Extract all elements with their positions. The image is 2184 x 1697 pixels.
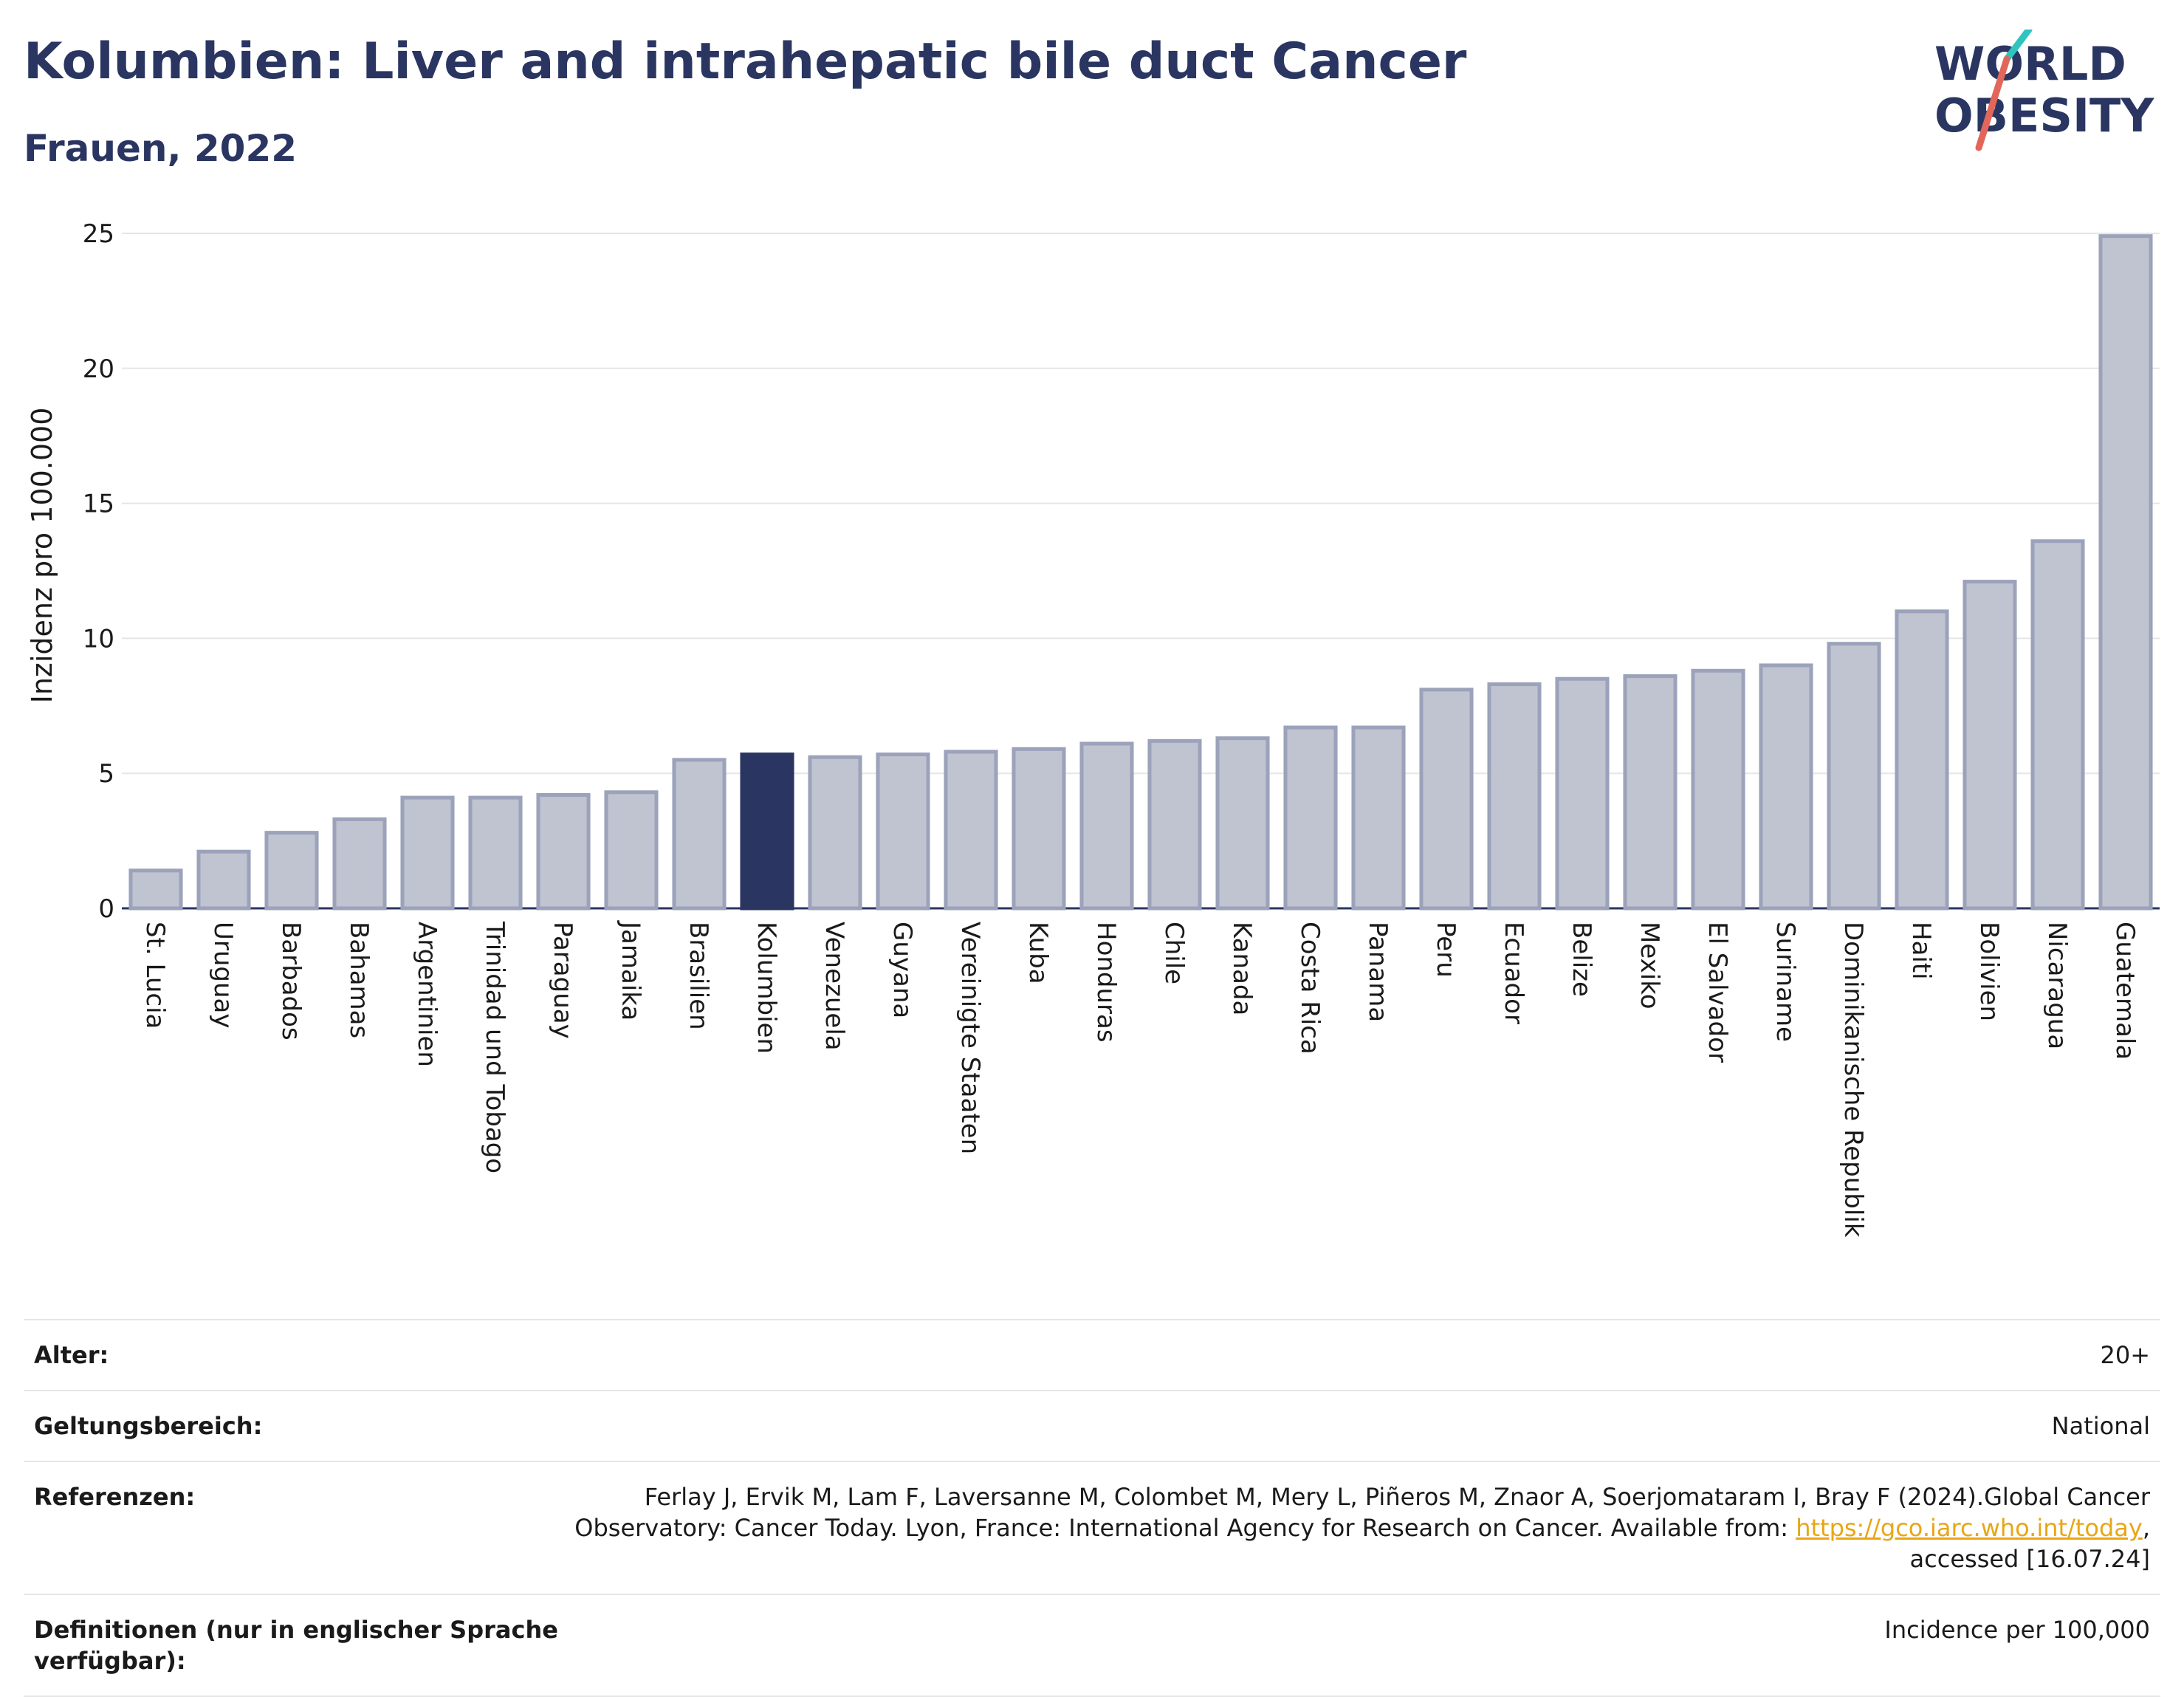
info-row-age: Alter: 20+ xyxy=(24,1319,2160,1390)
bar-guatemala xyxy=(2098,234,2153,911)
info-value-definitions: Incidence per 100,000 xyxy=(1884,1616,2150,1644)
info-value-references: Ferlay J, Ervik M, Lam F, Laversanne M, … xyxy=(563,1481,2150,1574)
x-tick-label: Uruguay xyxy=(208,922,238,1029)
bar-chile xyxy=(1147,738,1202,911)
x-tick-label: Peru xyxy=(1431,922,1460,978)
x-tick-label: St. Lucia xyxy=(140,922,170,1029)
bars xyxy=(128,234,2153,911)
bar-suriname xyxy=(1759,663,1813,911)
bar-panama xyxy=(1351,725,1406,911)
y-tick-label: 25 xyxy=(83,219,114,249)
logo-text-obesity: OBESITY xyxy=(1934,89,2154,143)
chart-subtitle: Frauen, 2022 xyxy=(24,127,298,170)
bar-dominikanische-republik xyxy=(1827,642,1881,911)
world-obesity-logo: WORLD OBESITY xyxy=(1934,30,2154,151)
bar-haiti xyxy=(1895,609,1949,911)
bar-st-lucia xyxy=(128,868,183,911)
grid-lines xyxy=(122,233,2160,910)
logo-coral-stroke xyxy=(1975,55,2010,151)
x-tick-label: Honduras xyxy=(1091,922,1121,1043)
info-table: Alter: 20+ Geltungsbereich: National Ref… xyxy=(24,1319,2160,1697)
bar-honduras xyxy=(1079,741,1134,911)
bar-nicaragua xyxy=(2030,539,2085,911)
info-label-references: Referenzen: xyxy=(34,1483,196,1511)
x-tick-label: Venezuela xyxy=(820,922,849,1051)
info-label-definitions: Definitionen (nur in englischer Sprache … xyxy=(34,1616,558,1675)
info-value-age: 20+ xyxy=(2100,1341,2150,1369)
x-tick-label: Kuba xyxy=(1023,922,1053,984)
y-axis-ticks: 0 5 10 15 20 25 xyxy=(83,219,114,924)
bar-trinidad-und-tobago xyxy=(468,795,523,911)
x-tick-label: Panama xyxy=(1363,922,1393,1022)
x-tick-label: Bahamas xyxy=(344,922,374,1038)
info-label-scope: Geltungsbereich: xyxy=(34,1412,263,1440)
x-tick-label: Kanada xyxy=(1227,922,1257,1015)
x-tick-label: Guyana xyxy=(887,922,917,1018)
bar-mexiko xyxy=(1623,674,1678,911)
x-tick-label: Dominikanische Republik xyxy=(1838,922,1868,1238)
chart-title: Kolumbien: Liver and intrahepatic bile d… xyxy=(24,32,1467,91)
logo-teal-stroke xyxy=(2003,30,2033,63)
x-tick-label: Vereinigte Staaten xyxy=(955,922,985,1154)
x-tick-label: Haiti xyxy=(1906,922,1936,980)
x-tick-label: Suriname xyxy=(1771,922,1800,1042)
x-tick-label: Brasilien xyxy=(684,922,713,1030)
x-tick-label: Argentinien xyxy=(412,922,442,1067)
bar-jamaika xyxy=(604,790,659,911)
y-axis-label: Inzidenz pro 100.000 xyxy=(26,408,58,704)
bar-el-salvador xyxy=(1691,668,1745,911)
logo-text-world: WORLD xyxy=(1934,37,2126,91)
x-tick-label: Guatemala xyxy=(2110,922,2140,1060)
bar-kanada xyxy=(1215,736,1270,911)
y-tick-label: 15 xyxy=(83,490,114,519)
x-axis-ticks: St. Lucia Uruguay Barbados Bahamas Argentini… xyxy=(140,920,2140,1238)
bar-costa-rica xyxy=(1283,725,1338,911)
info-row-definitions: Definitionen (nur in englischer Sprache … xyxy=(24,1594,2160,1697)
x-tick-label: Costa Rica xyxy=(1295,922,1325,1055)
bar-ecuador xyxy=(1487,682,1542,911)
info-label-age: Alter: xyxy=(34,1341,109,1369)
x-tick-label: Kolumbien xyxy=(752,922,781,1054)
bar-guyana xyxy=(876,752,930,911)
x-tick-label: Chile xyxy=(1159,922,1189,984)
x-tick-label: Paraguay xyxy=(548,922,577,1039)
bar-peru xyxy=(1419,688,1474,911)
bar-barbados xyxy=(264,831,319,911)
y-tick-label: 0 xyxy=(98,894,114,924)
x-tick-label: Nicaragua xyxy=(2042,922,2072,1049)
reference-accessed: , accessed [16.07.24] xyxy=(1909,1514,2150,1573)
bar-kolumbien xyxy=(740,752,794,911)
bar-bahamas xyxy=(332,817,387,911)
x-tick-label: Jamaika xyxy=(616,920,645,1021)
x-tick-label: El Salvador xyxy=(1703,922,1732,1063)
bar-vereinigte-staaten xyxy=(944,750,998,911)
y-tick-label: 10 xyxy=(83,624,114,654)
bar-belize xyxy=(1555,676,1610,911)
x-tick-label: Belize xyxy=(1567,922,1596,997)
x-tick-label: Mexiko xyxy=(1635,922,1664,1009)
bar-argentinien xyxy=(400,795,455,911)
info-row-references: Referenzen: Ferlay J, Ervik M, Lam F, La… xyxy=(24,1461,2160,1594)
bar-bolivien xyxy=(1962,580,2017,911)
bar-uruguay xyxy=(196,849,251,911)
y-tick-label: 5 xyxy=(98,759,114,789)
x-tick-label: Bolivien xyxy=(1974,922,2004,1021)
bar-venezuela xyxy=(808,755,862,911)
x-tick-label: Trinidad und Tobago xyxy=(480,921,509,1173)
x-tick-label: Ecuador xyxy=(1499,922,1528,1024)
bar-kuba xyxy=(1012,747,1066,911)
bar-paraguay xyxy=(536,792,591,911)
bar-chart: 0 5 10 15 20 25 St. Lucia Uruguay Barbados Baham… xyxy=(26,219,2160,1238)
reference-text: Ferlay J, Ervik M, Lam F, Laversanne M, … xyxy=(574,1483,2150,1542)
info-row-scope: Geltungsbereich: National xyxy=(24,1390,2160,1461)
bar-brasilien xyxy=(672,758,727,911)
y-tick-label: 20 xyxy=(83,354,114,384)
x-tick-label: Barbados xyxy=(276,922,306,1041)
info-value-scope: National xyxy=(2051,1412,2150,1440)
reference-link[interactable]: https://gco.iarc.who.int/today xyxy=(1796,1514,2143,1542)
